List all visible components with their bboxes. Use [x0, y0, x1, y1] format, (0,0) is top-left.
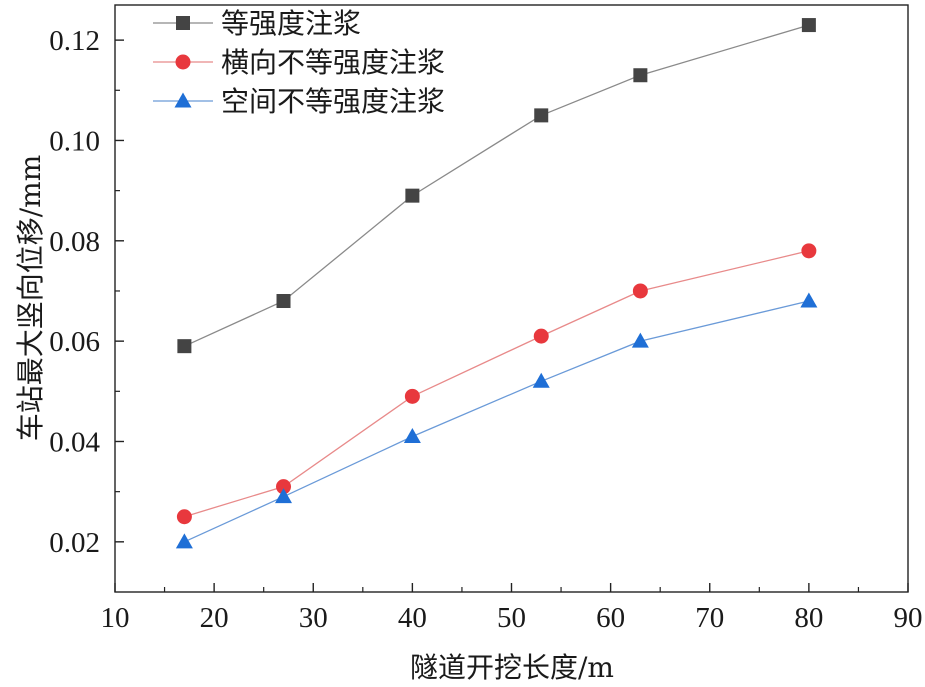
x-axis-title: 隧道开挖长度/m [410, 651, 614, 684]
series-3 [175, 292, 818, 549]
legend-label: 等强度注浆 [221, 7, 361, 40]
data-point [177, 339, 192, 354]
y-tick-label: 0.08 [49, 226, 100, 258]
legend-marker [175, 54, 191, 70]
x-axis: 10 20 30 40 50 60 70 80 90 [101, 583, 923, 634]
data-point [405, 188, 420, 203]
y-axis: 0.02 0.04 0.06 0.08 0.10 0.12 [49, 25, 124, 559]
data-point [632, 283, 648, 299]
legend-marker [174, 92, 192, 108]
legend-marker [176, 16, 190, 30]
y-axis-title: 车站最大竖向位移/mm [14, 155, 47, 442]
y-tick-label: 0.06 [49, 326, 100, 358]
y-tick-label: 0.04 [49, 426, 100, 458]
data-point [800, 292, 818, 308]
data-point [633, 68, 648, 83]
data-point [801, 243, 817, 259]
series-layer [175, 18, 818, 549]
x-tick-label: 80 [794, 602, 823, 634]
x-tick-label: 10 [101, 602, 130, 634]
data-point [175, 533, 193, 549]
data-point [631, 332, 649, 348]
x-tick-label: 40 [398, 602, 427, 634]
x-tick-label: 90 [894, 602, 923, 634]
x-tick-label: 60 [596, 602, 625, 634]
legend-label: 横向不等强度注浆 [221, 46, 445, 79]
x-tick-label: 50 [497, 602, 526, 634]
data-point [276, 294, 291, 309]
series-line [184, 300, 810, 543]
y-tick-label: 0.02 [49, 527, 100, 559]
data-point [275, 488, 293, 504]
x-tick-label: 30 [299, 602, 328, 634]
x-tick-label: 70 [695, 602, 724, 634]
series-1 [177, 18, 816, 354]
y-tick-label: 0.10 [49, 125, 100, 157]
series-2 [176, 243, 817, 525]
data-point [276, 479, 292, 495]
x-tick-label: 20 [200, 602, 229, 634]
data-point [534, 108, 549, 123]
data-point [404, 388, 420, 404]
y-tick-label: 0.12 [49, 25, 100, 57]
series-line [184, 24, 810, 347]
data-point [176, 509, 192, 525]
series-line [184, 250, 810, 518]
data-point [533, 328, 549, 344]
data-point [801, 18, 816, 33]
legend-label: 空间不等强度注浆 [221, 85, 445, 118]
data-point [532, 372, 550, 388]
data-point [403, 427, 421, 443]
